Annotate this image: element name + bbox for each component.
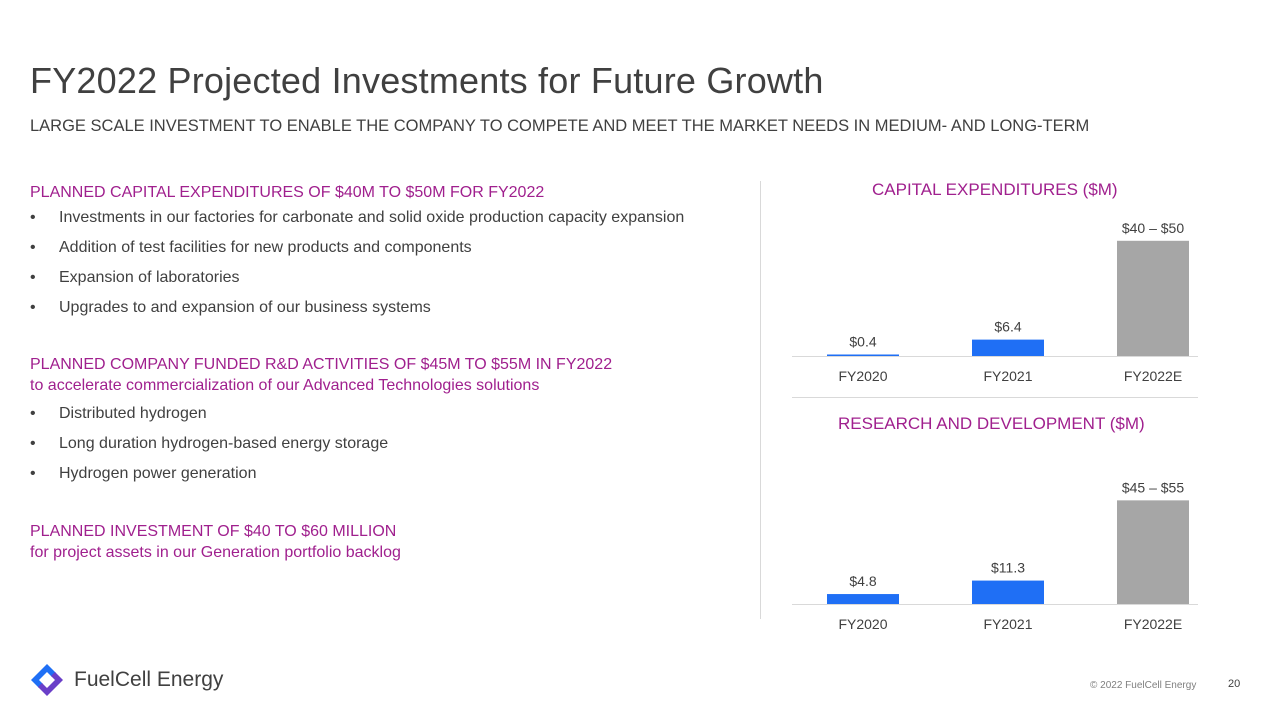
capex-bullet-list: • Investments in our factories for carbon…	[30, 206, 740, 319]
capex-heading: PLANNED CAPITAL EXPENDITURES OF $40M TO …	[30, 184, 545, 201]
bullet-text: Long duration hydrogen-based energy stor…	[59, 435, 389, 452]
bullet-item: • Addition of test facilities for new pro…	[30, 236, 740, 259]
x-tick-label: FY2020	[838, 368, 887, 384]
x-tick-label: FY2021	[983, 368, 1032, 384]
x-tick-label: FY2022E	[1124, 368, 1182, 384]
data-label: $45 – $55	[1122, 479, 1184, 495]
project-assets-subheading: for project assets in our Generation por…	[30, 544, 401, 561]
bar-fy2020	[827, 354, 899, 356]
project-assets-section: PLANNED INVESTMENT OF $40 TO $60 MILLION…	[30, 521, 740, 563]
bullet-item: • Expansion of laboratories	[30, 266, 740, 289]
data-label: $11.3	[991, 560, 1025, 576]
rnd-heading: PLANNED COMPANY FUNDED R&D ACTIVITIES OF…	[30, 356, 613, 373]
bullet-glyph: •	[30, 269, 36, 286]
rnd-subheading: to accelerate commercialization of our A…	[30, 377, 540, 394]
company-logo: FuelCell Energy	[30, 663, 223, 697]
capex-bar-chart: $0.4 FY2020 $6.4 FY2021 $40 – $50 FY2022E	[792, 220, 1198, 384]
bullet-item: • Hydrogen power generation	[30, 462, 740, 485]
chart-divider	[792, 397, 1198, 398]
x-tick-label: FY2022E	[1124, 616, 1182, 632]
bullet-item: • Investments in our factories for carbon…	[30, 206, 699, 229]
rnd-bullet-list: • Distributed hydrogen • Long duration hyd…	[30, 402, 740, 485]
bar-fy2020	[827, 594, 899, 604]
bullet-item: • Long duration hydrogen-based energy sto…	[30, 432, 740, 455]
rnd-chart-title: RESEARCH AND DEVELOPMENT ($M)	[838, 414, 1145, 433]
data-label: $40 – $50	[1122, 220, 1184, 236]
bullet-text: Hydrogen power generation	[59, 465, 257, 482]
page-number: 20	[1228, 678, 1241, 690]
bullet-glyph: •	[30, 405, 36, 422]
bullet-text: Distributed hydrogen	[59, 405, 207, 422]
bullet-glyph: •	[30, 239, 36, 256]
copyright-text: © 2022 FuelCell Energy	[1090, 680, 1197, 691]
x-tick-label: FY2021	[983, 616, 1032, 632]
bar-fy2021	[972, 339, 1044, 356]
bullet-glyph: •	[30, 299, 36, 316]
bullet-item: • Distributed hydrogen	[30, 402, 740, 425]
capex-section: PLANNED CAPITAL EXPENDITURES OF $40M TO …	[30, 182, 740, 319]
vertical-divider	[760, 181, 761, 619]
bullet-glyph: •	[30, 209, 36, 226]
bar-fy2022e	[1117, 500, 1189, 604]
data-label: $4.8	[849, 573, 876, 589]
bullet-item: • Upgrades to and expansion of our busine…	[30, 296, 740, 319]
bar-fy2021	[972, 580, 1044, 604]
bullet-text: Investments in our factories for carbona…	[59, 209, 685, 226]
x-tick-label: FY2020	[838, 616, 887, 632]
bullet-glyph: •	[30, 435, 36, 452]
fuelcell-logo-icon	[31, 664, 63, 696]
logo-text: FuelCell Energy	[74, 668, 224, 691]
bullet-text: Addition of test facilities for new prod…	[59, 239, 472, 256]
rnd-section: PLANNED COMPANY FUNDED R&D ACTIVITIES OF…	[30, 354, 740, 485]
data-label: $0.4	[849, 334, 876, 350]
project-assets-heading: PLANNED INVESTMENT OF $40 TO $60 MILLION	[30, 523, 397, 540]
data-label: $6.4	[994, 319, 1021, 335]
bullet-glyph: •	[30, 465, 36, 482]
capex-chart-title: CAPITAL EXPENDITURES ($M)	[872, 180, 1118, 199]
investment-details: PLANNED CAPITAL EXPENDITURES OF $40M TO …	[30, 182, 740, 563]
bar-fy2022e	[1117, 240, 1189, 356]
rnd-bar-chart: $4.8 FY2020 $11.3 FY2021 $45 – $55 FY2022E	[792, 479, 1198, 632]
bullet-text: Expansion of laboratories	[59, 269, 240, 286]
page-title: FY2022 Projected Investments for Future …	[30, 60, 824, 101]
page-subtitle: LARGE SCALE INVESTMENT TO ENABLE THE COM…	[30, 117, 1090, 135]
bullet-text: Upgrades to and expansion of our busines…	[59, 299, 431, 316]
